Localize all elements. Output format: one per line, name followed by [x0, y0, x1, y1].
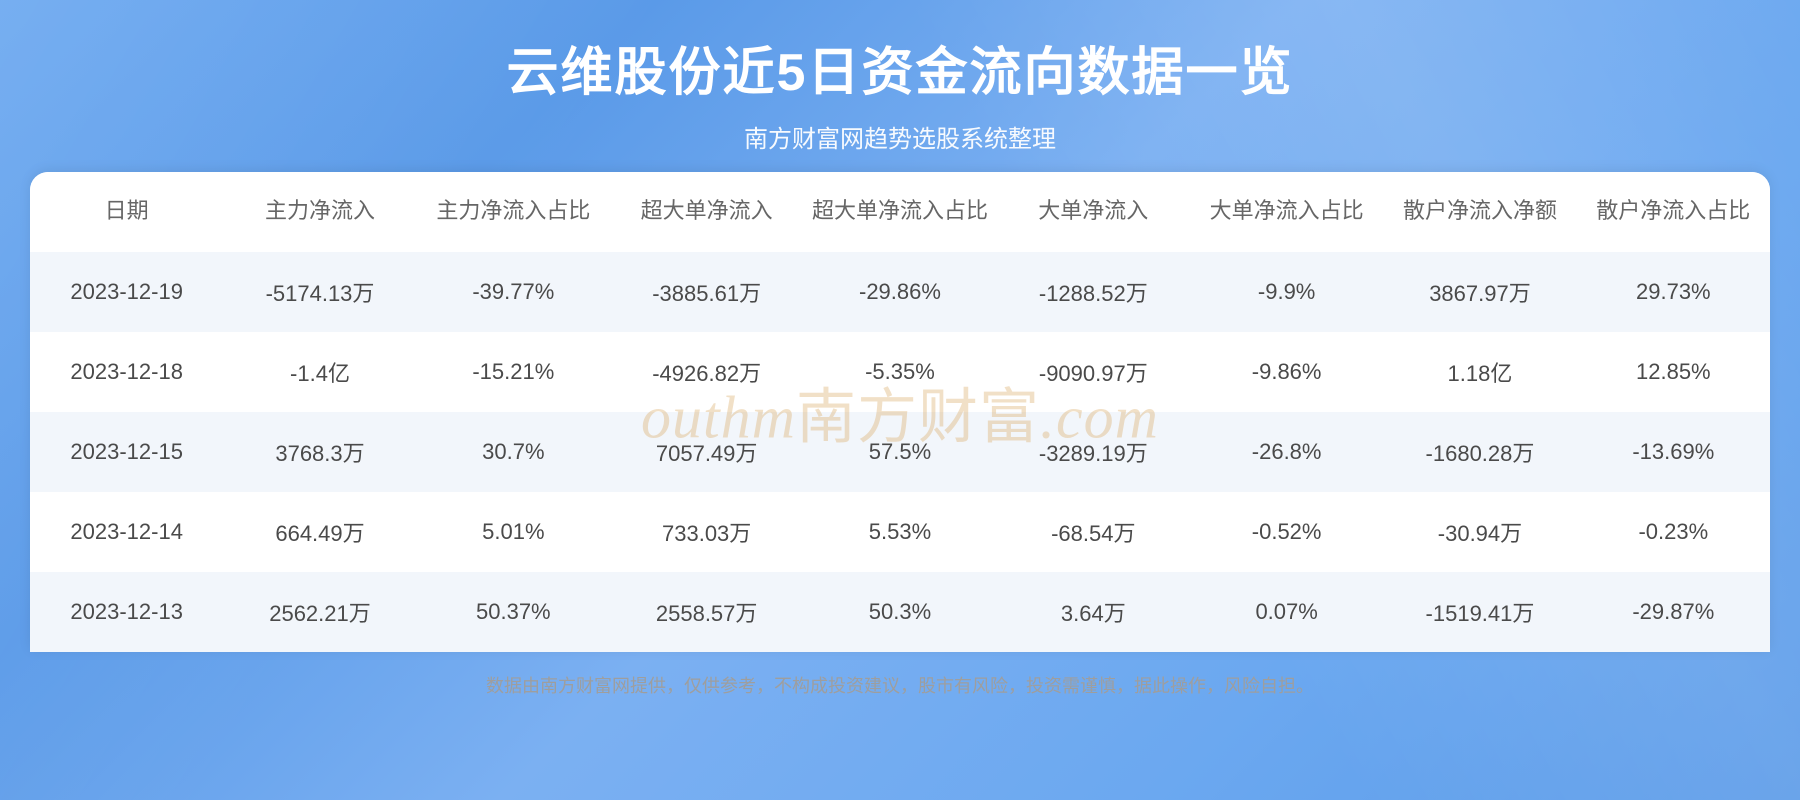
table-container: outhm南方财富.com 日期 主力净流入 主力净流入占比 超大单净流入 超大…: [30, 172, 1770, 652]
cell: 30.7%: [417, 412, 610, 492]
cell: -13.69%: [1577, 412, 1770, 492]
cell: 3768.3万: [223, 412, 416, 492]
cell: 5.53%: [803, 492, 996, 572]
cell: -9090.97万: [997, 332, 1190, 412]
cell: -1519.41万: [1383, 572, 1576, 652]
cell: 12.85%: [1577, 332, 1770, 412]
table-row: 2023-12-13 2562.21万 50.37% 2558.57万 50.3…: [30, 572, 1770, 652]
cell: 2558.57万: [610, 572, 803, 652]
fund-flow-table: 日期 主力净流入 主力净流入占比 超大单净流入 超大单净流入占比 大单净流入 大…: [30, 172, 1770, 652]
cell: -1288.52万: [997, 252, 1190, 332]
col-retail-inflow: 散户净流入净额: [1383, 172, 1576, 252]
cell: 1.18亿: [1383, 332, 1576, 412]
cell: 2023-12-14: [30, 492, 223, 572]
cell: 2023-12-15: [30, 412, 223, 492]
cell: -30.94万: [1383, 492, 1576, 572]
col-main-inflow-pct: 主力净流入占比: [417, 172, 610, 252]
cell: 0.07%: [1190, 572, 1383, 652]
cell: 3.64万: [997, 572, 1190, 652]
cell: -26.8%: [1190, 412, 1383, 492]
cell: -15.21%: [417, 332, 610, 412]
cell: 733.03万: [610, 492, 803, 572]
cell: 50.3%: [803, 572, 996, 652]
cell: -5.35%: [803, 332, 996, 412]
header: 云维股份近5日资金流向数据一览 南方财富网趋势选股系统整理: [0, 0, 1800, 172]
cell: -5174.13万: [223, 252, 416, 332]
cell: -9.86%: [1190, 332, 1383, 412]
disclaimer-text: 数据由南方财富网提供，仅供参考，不构成投资建议，股市有风险，投资需谨慎，据此操作…: [486, 672, 1314, 698]
page-subtitle: 南方财富网趋势选股系统整理: [0, 119, 1800, 154]
cell: 2023-12-18: [30, 332, 223, 412]
cell: 5.01%: [417, 492, 610, 572]
cell: 2023-12-19: [30, 252, 223, 332]
col-xl-inflow: 超大单净流入: [610, 172, 803, 252]
col-large-inflow: 大单净流入: [997, 172, 1190, 252]
cell: -9.9%: [1190, 252, 1383, 332]
cell: 7057.49万: [610, 412, 803, 492]
col-retail-inflow-pct: 散户净流入占比: [1577, 172, 1770, 252]
cell: 29.73%: [1577, 252, 1770, 332]
col-xl-inflow-pct: 超大单净流入占比: [803, 172, 996, 252]
col-date: 日期: [30, 172, 223, 252]
table-row: 2023-12-14 664.49万 5.01% 733.03万 5.53% -…: [30, 492, 1770, 572]
col-main-inflow: 主力净流入: [223, 172, 416, 252]
cell: -29.87%: [1577, 572, 1770, 652]
footer: 数据由南方财富网提供，仅供参考，不构成投资建议，股市有风险，投资需谨慎，据此操作…: [0, 652, 1800, 718]
cell: -68.54万: [997, 492, 1190, 572]
cell: 664.49万: [223, 492, 416, 572]
cell: -1.4亿: [223, 332, 416, 412]
cell: -29.86%: [803, 252, 996, 332]
cell: -39.77%: [417, 252, 610, 332]
cell: -3289.19万: [997, 412, 1190, 492]
cell: -0.23%: [1577, 492, 1770, 572]
cell: 2562.21万: [223, 572, 416, 652]
cell: 57.5%: [803, 412, 996, 492]
table-row: 2023-12-19 -5174.13万 -39.77% -3885.61万 -…: [30, 252, 1770, 332]
cell: -4926.82万: [610, 332, 803, 412]
table-row: 2023-12-15 3768.3万 30.7% 7057.49万 57.5% …: [30, 412, 1770, 492]
page-title: 云维股份近5日资金流向数据一览: [0, 30, 1800, 105]
col-large-inflow-pct: 大单净流入占比: [1190, 172, 1383, 252]
cell: -3885.61万: [610, 252, 803, 332]
table-row: 2023-12-18 -1.4亿 -15.21% -4926.82万 -5.35…: [30, 332, 1770, 412]
table-header-row: 日期 主力净流入 主力净流入占比 超大单净流入 超大单净流入占比 大单净流入 大…: [30, 172, 1770, 252]
cell: 50.37%: [417, 572, 610, 652]
cell: 2023-12-13: [30, 572, 223, 652]
cell: 3867.97万: [1383, 252, 1576, 332]
cell: -0.52%: [1190, 492, 1383, 572]
cell: -1680.28万: [1383, 412, 1576, 492]
